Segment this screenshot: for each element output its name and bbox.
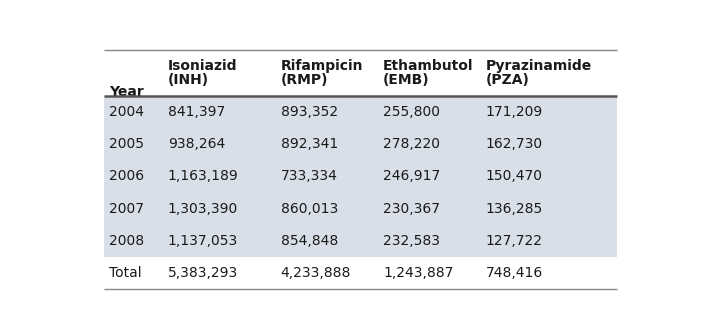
Text: 1,137,053: 1,137,053 [168, 234, 238, 248]
Text: Year: Year [108, 85, 144, 99]
Text: 1,303,390: 1,303,390 [168, 202, 238, 215]
Text: 2006: 2006 [108, 170, 144, 183]
Bar [104, 128, 617, 160]
Text: Ethambutol: Ethambutol [383, 59, 474, 73]
Text: 4,233,888: 4,233,888 [280, 266, 351, 280]
Text: 230,367: 230,367 [383, 202, 440, 215]
Text: 854,848: 854,848 [280, 234, 338, 248]
Bar [104, 160, 617, 192]
Text: Total: Total [108, 266, 142, 280]
Bar [104, 50, 617, 96]
Text: (PZA): (PZA) [486, 73, 529, 87]
Text: 2005: 2005 [108, 137, 144, 151]
Text: 860,013: 860,013 [280, 202, 338, 215]
Text: 733,334: 733,334 [280, 170, 337, 183]
Text: 127,722: 127,722 [486, 234, 543, 248]
Text: 1,243,887: 1,243,887 [383, 266, 453, 280]
Bar [104, 96, 617, 128]
Text: Rifampicin: Rifampicin [280, 59, 363, 73]
Bar [104, 224, 617, 256]
Bar [104, 256, 617, 289]
Text: 841,397: 841,397 [168, 105, 225, 119]
Text: 255,800: 255,800 [383, 105, 440, 119]
Text: Isoniazid: Isoniazid [168, 59, 237, 73]
Text: 2007: 2007 [108, 202, 144, 215]
Text: 246,917: 246,917 [383, 170, 441, 183]
Bar [104, 192, 617, 224]
Text: 2004: 2004 [108, 105, 144, 119]
Text: 136,285: 136,285 [486, 202, 543, 215]
Text: (EMB): (EMB) [383, 73, 429, 87]
Text: 150,470: 150,470 [486, 170, 543, 183]
Text: 232,583: 232,583 [383, 234, 440, 248]
Text: 2008: 2008 [108, 234, 144, 248]
Text: 748,416: 748,416 [486, 266, 543, 280]
Text: 893,352: 893,352 [280, 105, 338, 119]
Text: 892,341: 892,341 [280, 137, 338, 151]
Text: Pyrazinamide: Pyrazinamide [486, 59, 592, 73]
Text: (RMP): (RMP) [280, 73, 328, 87]
Text: 278,220: 278,220 [383, 137, 440, 151]
Text: 1,163,189: 1,163,189 [168, 170, 239, 183]
Text: 171,209: 171,209 [486, 105, 543, 119]
Text: 5,383,293: 5,383,293 [168, 266, 238, 280]
Text: 938,264: 938,264 [168, 137, 225, 151]
Text: (INH): (INH) [168, 73, 209, 87]
Text: 162,730: 162,730 [486, 137, 543, 151]
